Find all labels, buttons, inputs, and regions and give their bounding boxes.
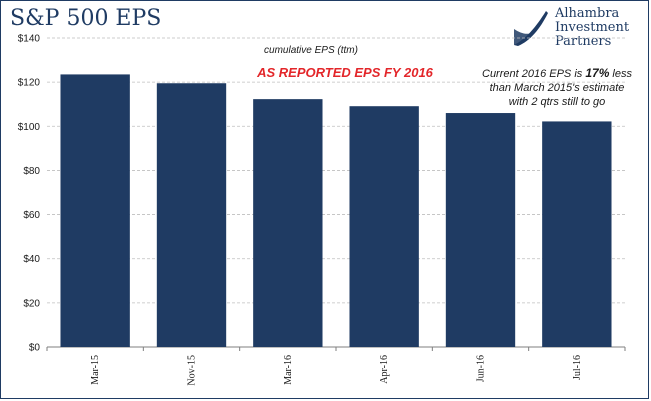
- note-line-3: with 2 qtrs still to go: [509, 96, 606, 108]
- note-line-1: Current 2016 EPS is 17% less: [482, 66, 632, 80]
- y-tick-label: $60: [23, 210, 40, 221]
- reported-annotation: AS REPORTED EPS FY 2016: [256, 65, 434, 80]
- bars: [60, 74, 612, 348]
- x-axis-ticks: Mar-15 Nov-15 Mar-16 Apr-16 Jun-16 Jul-16: [46, 347, 626, 386]
- logo-line-1: Alhambra: [555, 6, 620, 21]
- x-tick-label: Apr-16: [379, 355, 390, 384]
- alhambra-swoosh-icon: [514, 11, 548, 46]
- bar-mar-15: [60, 74, 130, 348]
- chart-subtitle: cumulative EPS (ttm): [264, 45, 358, 56]
- x-tick-label: Jul-16: [572, 355, 583, 380]
- y-tick-label: $120: [18, 78, 41, 89]
- chart-title: S&P 500 EPS: [10, 6, 162, 31]
- logo-line-2: Investment: [555, 20, 630, 35]
- note-line-1-post: less: [609, 68, 632, 80]
- bar-jul-16: [542, 121, 612, 348]
- y-tick-label: $40: [23, 254, 40, 265]
- y-tick-label: $140: [18, 34, 41, 45]
- y-tick-label: $80: [23, 166, 40, 177]
- bar-jun-16: [445, 113, 516, 348]
- bar-apr-16: [349, 106, 419, 347]
- bar-mar-16: [253, 99, 323, 348]
- x-tick-label: Jun-16: [476, 355, 487, 382]
- y-tick-label: $100: [18, 122, 41, 133]
- note-line-1-pre: Current 2016 EPS is: [482, 68, 585, 80]
- bar-nov-15: [156, 83, 227, 347]
- x-tick-label: Nov-15: [187, 355, 198, 386]
- x-tick-label: Mar-15: [90, 355, 101, 385]
- note-line-2: than March 2015's estimate: [490, 82, 625, 94]
- note-line-1-bold: 17%: [585, 66, 609, 80]
- grid-lines: [47, 37, 625, 348]
- y-tick-label: $20: [23, 298, 40, 309]
- y-axis-ticks: $0 $20 $40 $60 $80 $100 $120 $140: [18, 34, 41, 354]
- y-tick-label: $0: [29, 343, 41, 354]
- x-tick-label: Mar-16: [283, 355, 294, 385]
